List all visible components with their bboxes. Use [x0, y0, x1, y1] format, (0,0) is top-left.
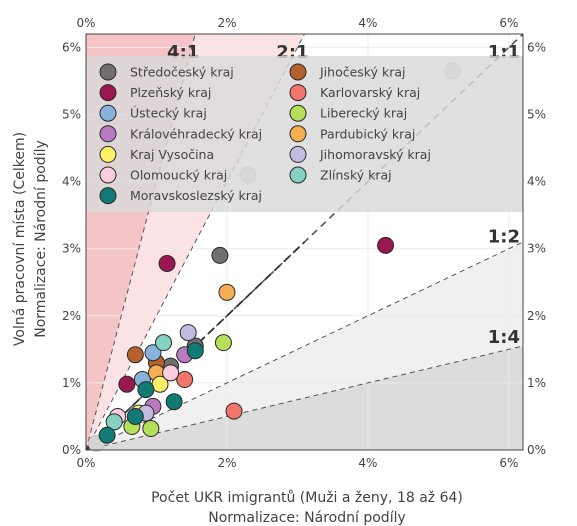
y-axis-title: Volná pracovní místa (Celkem): [12, 132, 28, 346]
legend-marker: [99, 166, 117, 184]
legend-label: Jihočeský kraj: [319, 65, 405, 80]
legend-marker: [99, 187, 117, 205]
legend-label: Kraj Vysočina: [130, 147, 214, 162]
plot-frame: [85, 33, 524, 451]
x-tick-bottom: 6%: [499, 456, 518, 470]
y-tick-right: 2%: [527, 309, 546, 323]
legend-label: Královéhradecký kraj: [130, 126, 262, 141]
legend-marker: [289, 104, 307, 122]
legend-marker: [99, 145, 117, 163]
x-axis-title: Počet UKR imigrantů (Muži a ženy, 18 až …: [151, 490, 463, 506]
legend-label: Jihomoravský kraj: [319, 147, 431, 162]
legend-label: Zlínský kraj: [320, 168, 392, 183]
point-moravskoslezský-kraj: [137, 381, 155, 399]
legend-label: Moravskoslezský kraj: [130, 188, 262, 203]
point-moravskoslezský-kraj: [98, 426, 116, 444]
y-tick-right: 0%: [527, 443, 546, 457]
legend-marker: [289, 125, 307, 143]
ratio-label-1-4: 1:4: [488, 327, 520, 348]
ratio-label-1-2: 1:2: [488, 226, 520, 247]
y-tick-left: 2%: [62, 309, 81, 323]
y-tick-left: 3%: [62, 242, 81, 256]
data-points: [88, 62, 462, 452]
legend-marker: [289, 145, 307, 163]
axis-ticks: 0%0%2%2%4%4%6%6%0% 0%1% 1%2% 2%3% 3%4% 4%5% 5%…: [62, 16, 546, 470]
y-tick-left: 6%: [62, 40, 81, 54]
point-pardubický-kraj: [218, 283, 236, 301]
y-tick-left: 0%: [62, 443, 81, 457]
x-tick-top: 0%: [76, 16, 95, 30]
legend-marker: [99, 63, 117, 81]
point-moravskoslezský-kraj: [165, 393, 183, 411]
y-tick-right: 5%: [527, 108, 546, 122]
point-liberecký-kraj: [214, 334, 232, 352]
y-tick-right: 3%: [527, 242, 546, 256]
legend-label: Pardubický kraj: [320, 126, 415, 141]
x-axis-subtitle: Normalizace: Národní podíly: [208, 510, 406, 526]
point-jihomoravský-kraj: [179, 324, 197, 342]
point-liberecký-kraj: [142, 420, 160, 438]
legend-label: Středočeský kraj: [130, 65, 234, 80]
x-tick-bottom: 0%: [76, 456, 95, 470]
x-tick-top: 6%: [499, 16, 518, 30]
point-plzeňský-kraj: [158, 254, 176, 272]
point-zlínský-kraj: [105, 413, 123, 431]
x-tick-bottom: 2%: [217, 456, 236, 470]
legend-label: Karlovarský kraj: [320, 85, 420, 100]
point-středočeský-kraj: [211, 246, 229, 264]
legend: Středočeský kraj Jihočeský kraj Plzeňský k…: [87, 56, 523, 212]
y-tick-right: 4%: [527, 175, 546, 189]
y-tick-right: 1%: [527, 376, 546, 390]
legend-marker: [99, 125, 117, 143]
point-jihočeský-kraj: [126, 346, 144, 364]
legend-marker: [289, 63, 307, 81]
point-karlovarský-kraj: [225, 402, 243, 420]
point-zlínský-kraj: [155, 334, 173, 352]
legend-label: Liberecký kraj: [320, 106, 407, 121]
legend-marker: [99, 84, 117, 102]
y-tick-left: 5%: [62, 108, 81, 122]
legend-marker: [289, 84, 307, 102]
legend-label: Ústecký kraj: [130, 106, 207, 121]
y-tick-right: 6%: [527, 40, 546, 54]
point-moravskoslezský-kraj: [186, 342, 204, 360]
x-tick-top: 2%: [217, 16, 236, 30]
legend-label: Olomoucký kraj: [130, 168, 227, 183]
legend-marker: [289, 166, 307, 184]
y-axis-subtitle: Normalizace: Národní podíly: [33, 140, 49, 338]
x-tick-top: 4%: [358, 16, 377, 30]
x-tick-bottom: 4%: [358, 456, 377, 470]
legend-label: Plzeňský kraj: [130, 85, 211, 100]
point-ústecký-kraj: [144, 344, 162, 362]
legend-marker: [99, 104, 117, 122]
point-olomoucký-kraj: [162, 364, 180, 382]
point-moravskoslezský-kraj: [126, 407, 144, 425]
y-tick-left: 4%: [62, 175, 81, 189]
point-plzeňský-kraj: [377, 236, 395, 254]
point-karlovarský-kraj: [176, 371, 194, 389]
point-plzeňský-kraj: [118, 375, 136, 393]
y-tick-left: 1%: [62, 376, 81, 390]
ratio-line-1-4: [85, 345, 524, 451]
